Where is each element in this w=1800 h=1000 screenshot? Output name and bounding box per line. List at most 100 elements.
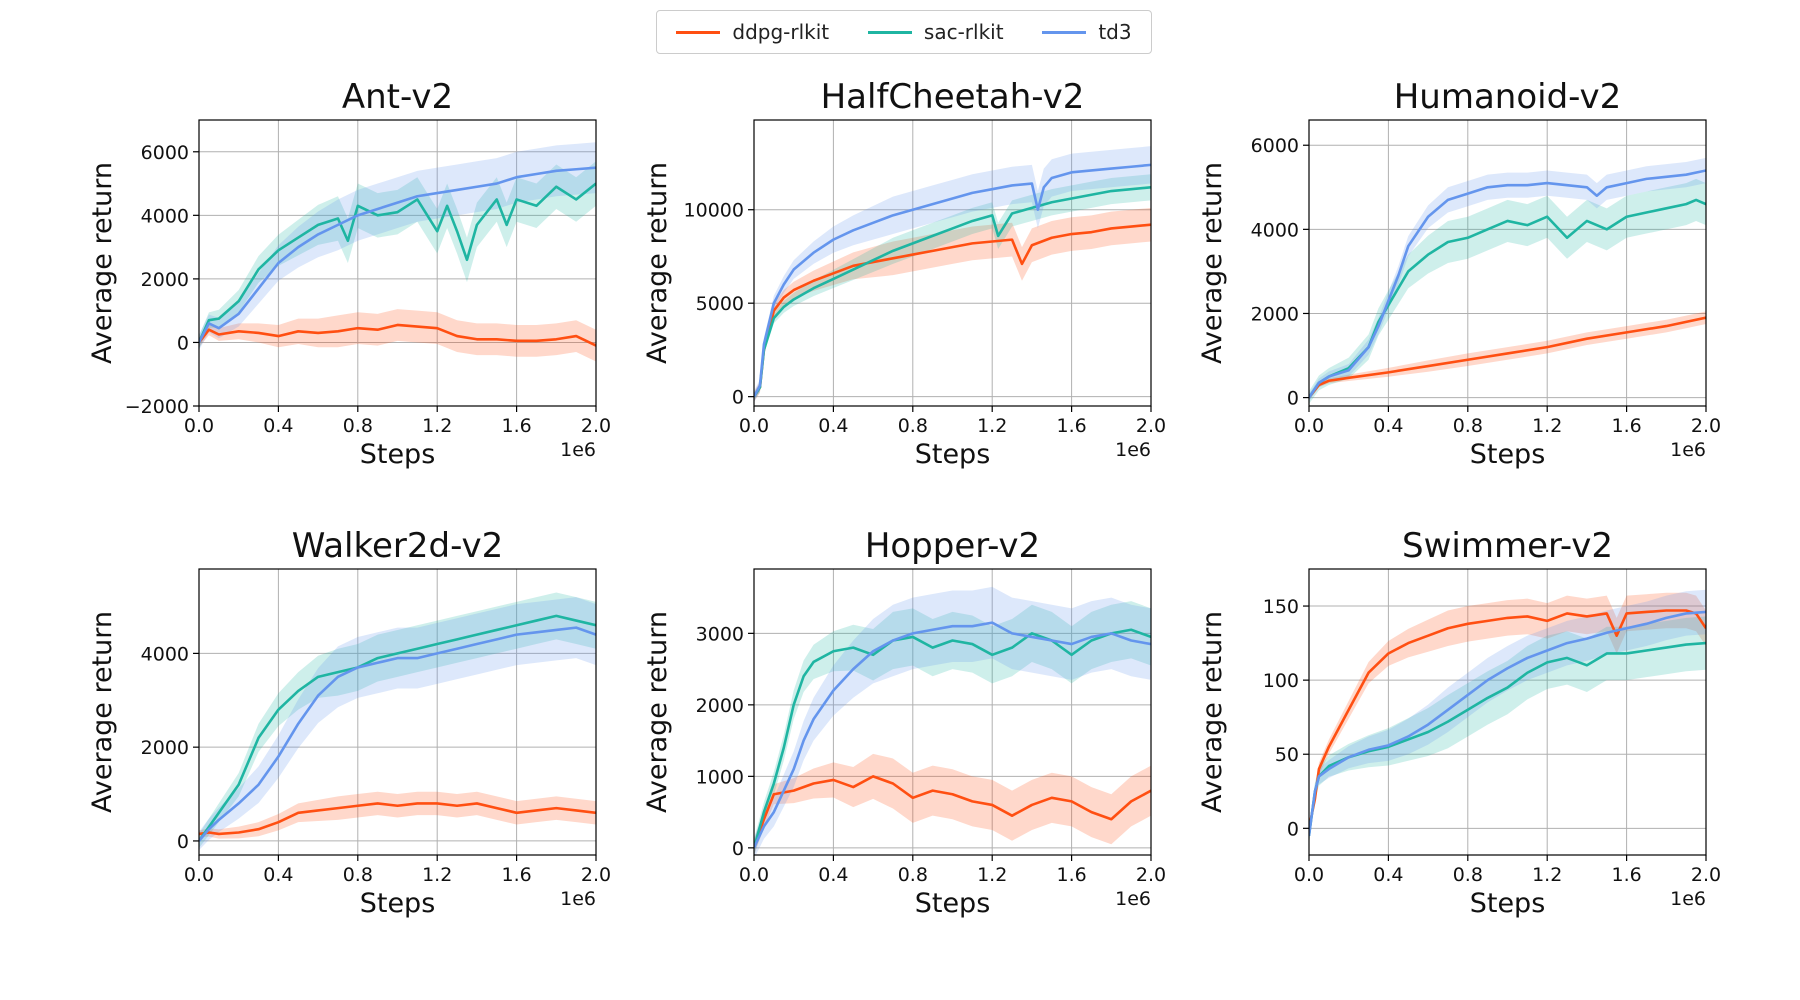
y-axis-label: Average return <box>642 162 673 364</box>
series-band-sac-rlkit <box>754 601 1151 855</box>
x-tick-label: 0.4 <box>1373 864 1403 886</box>
x-tick-label: 0.4 <box>1373 415 1403 437</box>
series-band-sac-rlkit <box>754 174 1151 401</box>
x-tick-label: 2.0 <box>1136 864 1166 886</box>
plot-area <box>199 142 596 362</box>
x-offset-label: 1e6 <box>560 888 596 910</box>
x-offset-label: 1e6 <box>560 439 596 461</box>
x-tick-label: 0.8 <box>343 415 373 437</box>
y-axis-label: Average return <box>642 611 673 813</box>
series-band-td3 <box>754 586 1151 855</box>
y-tick-label: 0 <box>732 387 744 409</box>
x-tick-label: 1.2 <box>1532 415 1562 437</box>
x-tick-label: 0.0 <box>184 864 214 886</box>
x-tick-label: 0.8 <box>1453 864 1483 886</box>
y-tick-label: 0 <box>1287 388 1299 410</box>
series-line-sac-rlkit <box>754 185 1151 398</box>
x-tick-label: 0.8 <box>343 864 373 886</box>
x-tick-label: 1.6 <box>1056 864 1086 886</box>
x-tick-label: 1.6 <box>1611 415 1641 437</box>
x-axis-label: Steps <box>360 888 436 919</box>
y-tick-label: 2000 <box>696 695 744 717</box>
plot-area <box>754 146 1151 403</box>
x-tick-label: 2.0 <box>581 864 611 886</box>
x-tick-label: 0.4 <box>818 415 848 437</box>
legend-swatch-td3 <box>1042 30 1087 34</box>
series-band-ddpg-rlkit <box>1309 592 1706 834</box>
x-offset-label: 1e6 <box>1115 888 1151 910</box>
x-tick-label: 0.4 <box>818 864 848 886</box>
legend-swatch-ddpg <box>676 30 721 34</box>
y-axis-label: Average return <box>87 162 118 364</box>
x-tick-label: 2.0 <box>1136 415 1166 437</box>
series-band-td3 <box>199 597 596 851</box>
series-line-ddpg-rlkit <box>754 223 1151 398</box>
x-tick-label: 1.6 <box>501 864 531 886</box>
chart-title: Swimmer-v2 <box>1402 526 1613 566</box>
x-tick-label: 0.8 <box>898 415 928 437</box>
x-tick-label: 1.2 <box>977 415 1007 437</box>
y-tick-label: 6000 <box>1251 135 1299 157</box>
series-band-td3 <box>199 142 596 351</box>
x-tick-label: 0.0 <box>1294 415 1324 437</box>
series-band-ddpg-rlkit <box>199 791 596 839</box>
series-band-sac-rlkit <box>1309 178 1706 404</box>
x-tick-label: 2.0 <box>1691 864 1721 886</box>
x-axis-label: Steps <box>1470 888 1546 919</box>
x-tick-label: 1.2 <box>422 415 452 437</box>
plot-frame <box>753 119 1152 407</box>
x-tick-label: 2.0 <box>581 415 611 437</box>
chart-panel: 0.0 0.4 0.8 1.2 1.6 2.0 0 50 100 150 Swimmer-v2 Ste… <box>1197 526 1721 919</box>
x-offset-label: 1e6 <box>1670 888 1706 910</box>
series-band-td3 <box>1309 157 1706 402</box>
y-tick-label: 0 <box>732 838 744 860</box>
y-tick-label: 0 <box>1287 818 1299 840</box>
x-axis-label: Steps <box>915 439 991 470</box>
series-line-ddpg-rlkit <box>1309 316 1706 399</box>
y-tick-label: 4000 <box>1251 219 1299 241</box>
chart-title: Hopper-v2 <box>865 526 1040 566</box>
x-tick-label: 1.6 <box>1056 415 1086 437</box>
legend-item-td3: td3 <box>1042 20 1132 44</box>
chart-title: Walker2d-v2 <box>292 526 503 566</box>
x-tick-label: 0.0 <box>739 864 769 886</box>
plot-area <box>1309 157 1706 404</box>
x-axis-label: Steps <box>1470 439 1546 470</box>
plot-area <box>754 586 1151 855</box>
y-tick-label: −2000 <box>125 396 189 418</box>
x-axis-label: Steps <box>915 888 991 919</box>
series-line-sac-rlkit <box>199 182 596 343</box>
legend-label-td3: td3 <box>1098 20 1132 44</box>
series-band-sac-rlkit <box>1309 616 1706 844</box>
plot-area <box>1309 589 1706 844</box>
y-tick-label: 100 <box>1263 670 1299 692</box>
legend-label-ddpg: ddpg-rlkit <box>732 20 830 44</box>
x-tick-label: 0.0 <box>739 415 769 437</box>
series-line-ddpg-rlkit <box>199 802 596 836</box>
y-axis-label: Average return <box>87 611 118 813</box>
series-band-ddpg-rlkit <box>1309 311 1706 400</box>
y-tick-label: 4000 <box>141 205 189 227</box>
y-tick-label: 3000 <box>696 623 744 645</box>
x-tick-label: 0.0 <box>1294 864 1324 886</box>
y-tick-label: 50 <box>1275 744 1299 766</box>
series-line-ddpg-rlkit <box>1309 609 1706 829</box>
series-band-ddpg-rlkit <box>754 207 1151 402</box>
x-tick-label: 1.2 <box>977 864 1007 886</box>
series-band-ddpg-rlkit <box>199 309 596 362</box>
x-tick-label: 1.6 <box>1611 864 1641 886</box>
chart-title: HalfCheetah-v2 <box>821 77 1085 117</box>
legend-label-sac: sac-rlkit <box>923 20 1004 44</box>
x-tick-label: 1.2 <box>1532 864 1562 886</box>
x-tick-label: 1.6 <box>501 415 531 437</box>
y-tick-label: 10000 <box>684 200 744 222</box>
y-tick-label: 0 <box>177 831 189 853</box>
x-tick-label: 0.4 <box>263 864 293 886</box>
plot-frame <box>753 568 1152 856</box>
x-axis-label: Steps <box>360 439 436 470</box>
legend-swatch-sac <box>867 30 912 34</box>
series-band-sac-rlkit <box>199 161 596 350</box>
y-tick-label: 5000 <box>696 293 744 315</box>
chart-panel: 0.0 0.4 0.8 1.2 1.6 2.0 −2000 0 2000 4000 6000 Ant-… <box>87 77 611 470</box>
